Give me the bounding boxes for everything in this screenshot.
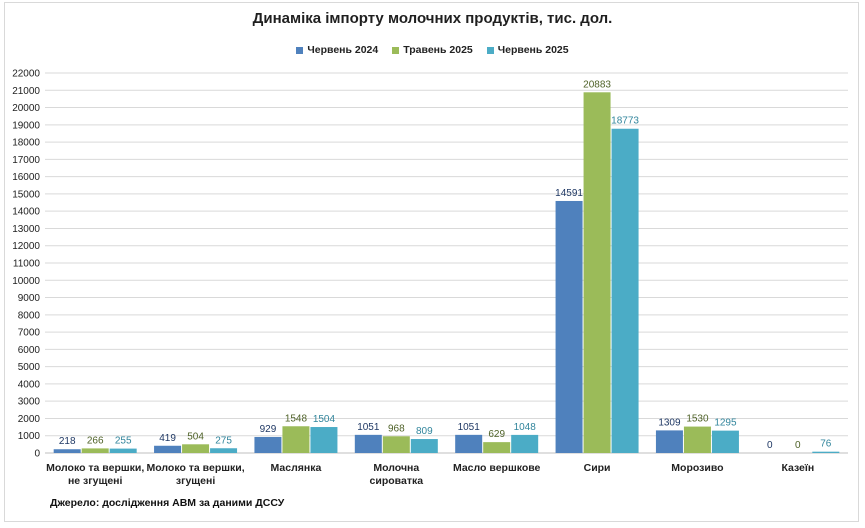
y-tick-label: 3000 [18, 397, 41, 408]
y-tick-label: 0 [34, 449, 40, 460]
y-tick-label: 15000 [12, 189, 40, 200]
y-tick-label: 22000 [12, 69, 40, 80]
source-note: Джерело: дослідження АВМ за даними ДССУ [50, 497, 285, 509]
legend-swatch [486, 46, 494, 54]
data-label: 419 [159, 433, 176, 444]
bar [109, 448, 137, 453]
chart-legend: Червень 2024 Травень 2025 Червень 2025 [0, 44, 865, 56]
bar [310, 427, 338, 453]
y-tick-label: 11000 [13, 259, 41, 270]
x-tick-label: згущені [176, 475, 215, 487]
bar [711, 430, 739, 453]
legend-label: Червень 2025 [497, 44, 569, 56]
data-label: 1309 [658, 417, 681, 428]
y-tick-label: 9000 [18, 293, 41, 304]
data-label: 218 [59, 436, 76, 447]
x-tick-label: сироватка [370, 475, 424, 487]
chart-title: Динаміка імпорту молочних продуктів, тис… [252, 10, 613, 27]
data-label: 1051 [357, 422, 380, 433]
y-tick-label: 14000 [12, 207, 40, 218]
y-tick-label: 5000 [18, 362, 41, 373]
x-tick-label: Маслянка [271, 462, 322, 474]
legend-item-1: Червень 2024 [296, 44, 378, 56]
legend-swatch [392, 46, 400, 54]
bar [655, 430, 683, 453]
data-label: 255 [115, 436, 132, 447]
x-tick-label: не згущені [68, 475, 123, 487]
y-tick-label: 1000 [18, 431, 41, 442]
bar [455, 434, 483, 453]
data-label: 929 [260, 424, 277, 435]
legend-swatch [296, 46, 304, 54]
data-label: 266 [87, 435, 104, 446]
bar [583, 92, 611, 453]
data-label: 629 [488, 429, 505, 440]
x-tick-label: Молоко та вершки, [46, 462, 144, 474]
y-tick-label: 8000 [18, 310, 41, 321]
y-tick-label: 21000 [12, 86, 40, 97]
x-tick-label: Морозиво [671, 462, 723, 474]
y-tick-label: 12000 [12, 241, 40, 252]
data-label: 1295 [714, 418, 737, 429]
data-label: 0 [767, 440, 773, 451]
bar [511, 434, 539, 453]
data-label: 1051 [458, 422, 481, 433]
x-tick-label: Масло вершкове [453, 462, 541, 474]
bar [410, 439, 438, 453]
data-label: 0 [795, 440, 801, 451]
data-label: 1548 [285, 413, 308, 424]
y-tick-label: 18000 [12, 138, 40, 149]
bar [154, 445, 182, 453]
bar [683, 426, 711, 453]
bar [282, 426, 310, 453]
data-label: 504 [187, 431, 204, 442]
y-tick-label: 19000 [12, 120, 40, 131]
y-tick-label: 4000 [18, 379, 41, 390]
data-label: 1504 [313, 414, 336, 425]
y-tick-label: 17000 [12, 155, 40, 166]
legend-item-3: Червень 2025 [486, 44, 569, 56]
x-tick-label: Молоко та вершки, [146, 462, 244, 474]
x-tick-label: Казеїн [781, 462, 814, 474]
legend-item-2: Травень 2025 [392, 44, 473, 56]
y-tick-label: 6000 [18, 345, 41, 356]
y-tick-label: 13000 [12, 224, 40, 235]
bar [354, 434, 382, 453]
bar [382, 436, 410, 453]
bar [53, 449, 81, 453]
data-label: 275 [215, 435, 232, 446]
data-label: 18773 [611, 116, 639, 127]
y-tick-label: 20000 [12, 103, 40, 114]
data-label: 1530 [686, 414, 709, 425]
bar [555, 200, 583, 453]
legend-label: Червень 2024 [307, 44, 379, 56]
y-tick-label: 7000 [18, 328, 41, 339]
y-tick-label: 16000 [12, 172, 40, 183]
data-label: 1048 [514, 422, 537, 433]
data-label: 20883 [583, 79, 611, 90]
bar [210, 448, 238, 453]
bar [182, 444, 210, 453]
bar [611, 128, 639, 454]
data-label: 809 [416, 426, 433, 437]
x-tick-label: Молочна [373, 462, 419, 474]
x-tick-label: Сири [584, 462, 611, 474]
data-label: 76 [820, 439, 832, 450]
bar [812, 451, 840, 453]
bar [81, 448, 109, 453]
bar [254, 436, 282, 453]
data-label: 14591 [555, 188, 583, 199]
y-tick-label: 2000 [18, 414, 41, 425]
y-tick-label: 10000 [12, 276, 40, 287]
legend-label: Травень 2025 [403, 44, 473, 56]
bar [483, 442, 511, 453]
data-label: 968 [388, 423, 405, 434]
